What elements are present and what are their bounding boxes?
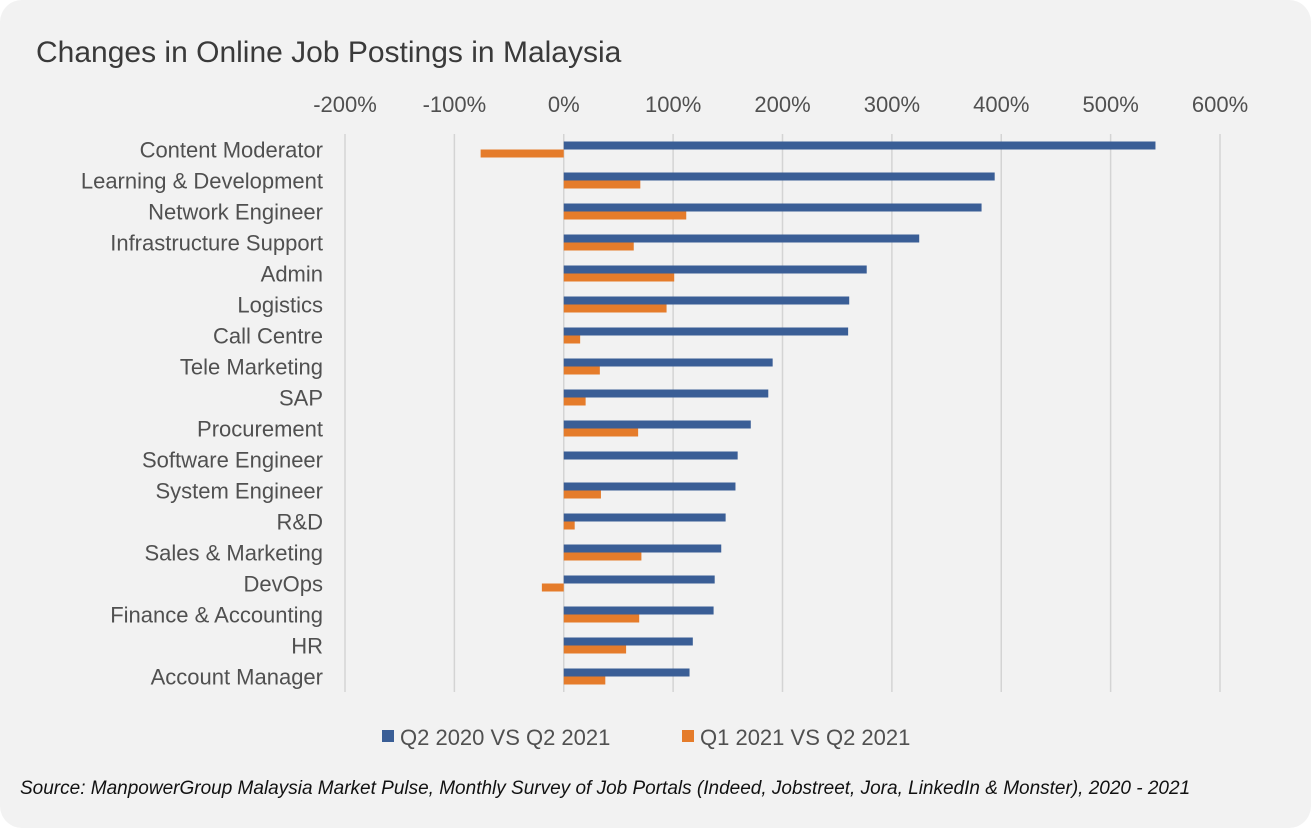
category-label: Learning & Development [81,169,323,194]
bar-q2-2020 [563,606,714,615]
bar-q2-2020 [563,141,1156,150]
bar-q2-2020 [563,358,773,367]
x-tick-label: 200% [754,92,810,117]
chart-title: Changes in Online Job Postings in Malays… [36,36,622,69]
bar-q1-2021 [563,676,606,685]
bar-q1-2021 [563,273,675,282]
category-label: Call Centre [213,324,323,349]
category-label: Finance & Accounting [110,603,323,628]
bar-q1-2021 [563,428,639,437]
legend-label: Q2 2020 VS Q2 2021 [400,725,610,750]
bar-q2-2020 [563,451,738,460]
bar-q1-2021 [563,614,640,623]
bar-q1-2021 [563,490,601,499]
x-tick-label: 100% [645,92,701,117]
bar-q1-2021 [563,552,642,561]
legend-label: Q1 2021 VS Q2 2021 [700,725,910,750]
bar-q1-2021 [563,180,641,189]
legend-swatch [682,730,694,742]
bar-q2-2020 [563,234,920,243]
bar-q2-2020 [563,265,867,274]
bar-q2-2020 [563,482,736,491]
bar-q2-2020 [563,389,769,398]
bar-q2-2020 [563,172,995,181]
category-label: Network Engineer [148,200,323,225]
category-label: HR [291,634,323,659]
bar-q2-2020 [563,544,722,553]
x-tick-label: 400% [973,92,1029,117]
bar-q2-2020 [563,637,693,646]
bar-q2-2020 [563,668,690,677]
bar-q1-2021 [563,242,634,251]
bar-q1-2021 [563,335,581,344]
category-label: Admin [261,262,323,287]
x-tick-label: 500% [1082,92,1138,117]
bar-q2-2020 [563,203,982,212]
x-tick-label: 0% [548,92,580,117]
category-label: Infrastructure Support [110,231,323,256]
legend-swatch [382,730,394,742]
bar-q1-2021 [563,211,687,220]
bar-q2-2020 [563,296,850,305]
bar-q1-2021 [563,304,667,313]
x-tick-label: 300% [864,92,920,117]
x-tick-label: 600% [1192,92,1248,117]
bar-q1-2021 [563,366,600,375]
bar-q1-2021 [563,397,586,406]
source-note: Source: ManpowerGroup Malaysia Market Pu… [20,778,1191,799]
x-tick-label: -100% [423,92,487,117]
category-label: Software Engineer [142,448,323,473]
bar-q1-2021 [563,521,575,530]
category-label: DevOps [244,572,323,597]
bar-q1-2021 [541,583,564,592]
x-tick-label: -200% [313,92,377,117]
category-label: R&D [277,510,323,535]
bar-q2-2020 [563,420,751,429]
category-label: Sales & Marketing [144,541,323,566]
category-label: SAP [279,386,323,411]
category-label: Content Moderator [140,138,323,163]
bar-q1-2021 [563,645,627,654]
category-label: System Engineer [155,479,323,504]
bar-q2-2020 [563,513,726,522]
bar-q2-2020 [563,327,849,336]
bar-q1-2021 [480,149,564,158]
category-label: Procurement [197,417,323,442]
bar-q2-2020 [563,575,715,584]
category-label: Account Manager [151,665,323,690]
category-label: Logistics [237,293,323,318]
category-label: Tele Marketing [180,355,323,380]
